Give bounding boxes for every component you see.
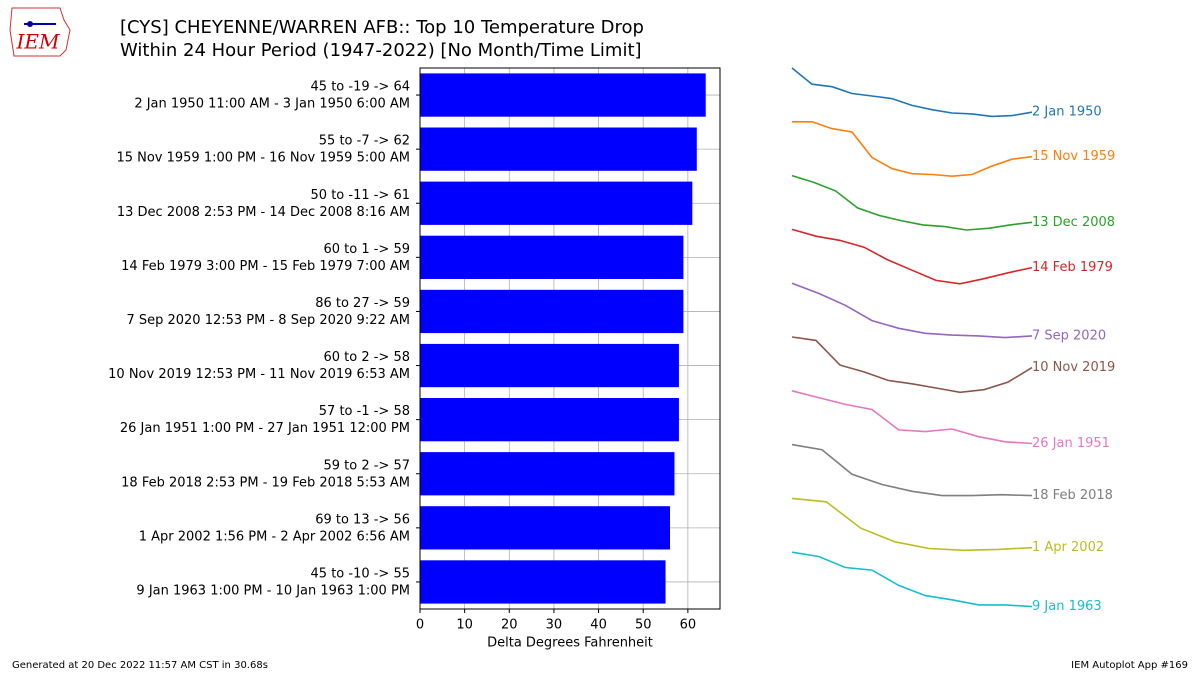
- logo-text: IEM: [16, 30, 61, 54]
- trace-line: [791, 336, 1033, 394]
- y-tick-label: 26 Jan 1951 1:00 PM - 27 Jan 1951 12:00 …: [120, 421, 410, 436]
- trace-label: 15 Nov 1959: [1032, 149, 1115, 164]
- trace-label: 26 Jan 1951: [1032, 436, 1110, 451]
- plot-frame: [419, 67, 721, 610]
- bar: [420, 343, 679, 388]
- footer-right: IEM Autoplot App #169: [1071, 660, 1188, 671]
- trace-line: [791, 497, 1033, 552]
- trace-line: [791, 67, 1033, 118]
- chart-title: Within 24 Hour Period (1947-2022) [No Mo…: [120, 40, 642, 61]
- y-tick-label: 57 to -1 -> 58: [319, 404, 410, 419]
- bar: [420, 235, 684, 279]
- bar: [420, 398, 679, 442]
- bar: [420, 560, 666, 604]
- y-tick-label: 60 to 1 -> 59: [323, 242, 410, 257]
- y-tick-label: 13 Dec 2008 2:53 PM - 14 Dec 2008 8:16 A…: [117, 205, 410, 220]
- trace-label: 10 Nov 2019: [1032, 360, 1115, 375]
- bar: [420, 181, 693, 225]
- x-tick-label: 40: [590, 618, 607, 633]
- y-tick-label: 55 to -7 -> 62: [319, 134, 410, 149]
- chart-title: [CYS] CHEYENNE/WARREN AFB:: Top 10 Tempe…: [120, 17, 644, 38]
- x-tick-label: 20: [501, 618, 518, 633]
- bar: [420, 73, 706, 117]
- trace-label: 1 Apr 2002: [1032, 540, 1104, 555]
- bar: [420, 127, 697, 171]
- x-tick-label: 10: [456, 618, 473, 633]
- y-tick-label: 18 Feb 2018 2:53 PM - 19 Feb 2018 5:53 A…: [121, 475, 410, 490]
- bar: [420, 452, 675, 496]
- trace-line: [791, 174, 1033, 231]
- trace-label: 7 Sep 2020: [1032, 328, 1106, 343]
- bar: [420, 506, 670, 550]
- y-tick-label: 15 Nov 1959 1:00 PM - 16 Nov 1959 5:00 A…: [116, 151, 410, 166]
- y-tick-label: 2 Jan 1950 11:00 AM - 3 Jan 1950 6:00 AM: [134, 97, 410, 112]
- x-axis-label: Delta Degrees Fahrenheit: [487, 636, 653, 651]
- trace-label: 9 Jan 1963: [1032, 599, 1102, 614]
- y-tick-label: 7 Sep 2020 12:53 PM - 8 Sep 2020 9:22 AM: [126, 313, 410, 328]
- trace-line: [792, 121, 1033, 178]
- y-tick-label: 86 to 27 -> 59: [315, 296, 410, 311]
- logo: IEM: [9, 7, 71, 57]
- y-tick-label: 59 to 2 -> 57: [323, 458, 410, 473]
- trace-label: 13 Dec 2008: [1032, 215, 1115, 230]
- y-tick-label: 45 to -10 -> 55: [311, 566, 410, 581]
- y-tick-label: 60 to 2 -> 58: [323, 350, 410, 365]
- x-tick-label: 0: [416, 618, 424, 633]
- y-tick-label: 1 Apr 2002 1:56 PM - 2 Apr 2002 6:56 AM: [139, 529, 410, 544]
- trace-label: 14 Feb 1979: [1032, 260, 1113, 275]
- y-tick-label: 10 Nov 2019 12:53 PM - 11 Nov 2019 6:53 …: [108, 367, 410, 382]
- trace-line: [791, 282, 1033, 339]
- y-tick-label: 14 Feb 1979 3:00 PM - 15 Feb 1979 7:00 A…: [121, 259, 410, 274]
- x-tick-label: 60: [680, 618, 697, 633]
- y-tick-label: 50 to -11 -> 61: [311, 188, 410, 203]
- x-tick-label: 30: [546, 618, 563, 633]
- x-tick-label: 50: [635, 618, 652, 633]
- bar: [420, 289, 684, 334]
- y-tick-label: 9 Jan 1963 1:00 PM - 10 Jan 1963 1:00 PM: [136, 583, 410, 598]
- trace-label: 18 Feb 2018: [1032, 488, 1113, 503]
- y-tick-label: 69 to 13 -> 56: [315, 512, 410, 527]
- footer-left: Generated at 20 Dec 2022 11:57 AM CST in…: [12, 660, 268, 671]
- trace-line: [791, 551, 1033, 608]
- trace-line: [791, 390, 1033, 445]
- trace-label: 2 Jan 1950: [1032, 105, 1102, 120]
- y-tick-label: 45 to -19 -> 64: [311, 80, 410, 95]
- trace-line: [791, 228, 1033, 285]
- trace-line: [791, 443, 1033, 497]
